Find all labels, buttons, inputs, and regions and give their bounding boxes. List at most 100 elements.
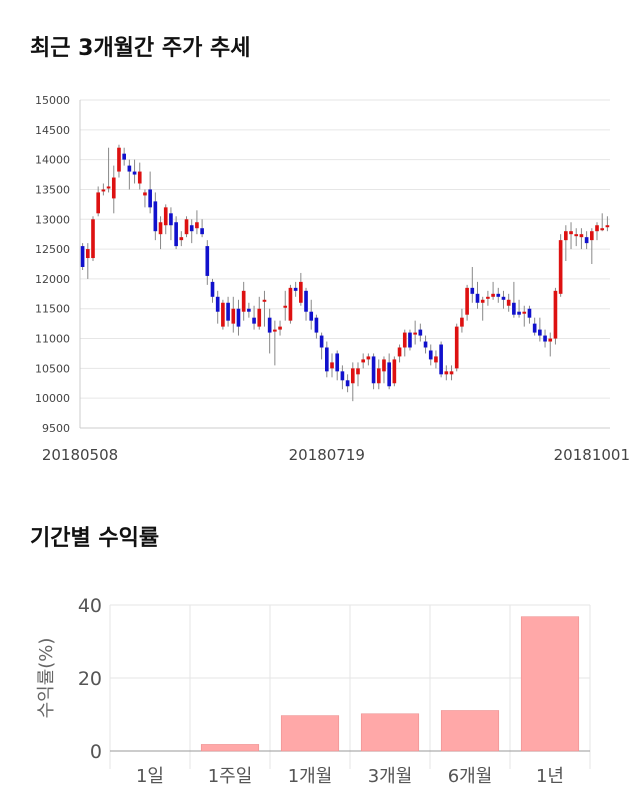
candle-body <box>189 225 194 232</box>
candle-body <box>247 308 251 312</box>
candle-body <box>376 368 381 384</box>
candle-body <box>200 228 204 235</box>
y-tick-label: 0 <box>90 741 102 763</box>
candle-body <box>137 171 142 184</box>
candle-body <box>252 317 256 324</box>
candle-body <box>80 246 85 267</box>
candle-body <box>428 350 433 360</box>
candle-body <box>117 147 121 172</box>
candle-body <box>304 290 308 312</box>
candle-body <box>444 371 449 375</box>
candle-body <box>553 290 558 339</box>
x-category-label: 6개월 <box>448 766 493 787</box>
x-category-label: 1주일 <box>208 766 253 787</box>
return-bar <box>440 710 500 752</box>
candle-body <box>397 347 402 357</box>
candle-body <box>215 296 220 312</box>
candle-body <box>413 332 417 335</box>
y-tick-label: 10500 <box>35 362 70 375</box>
y-tick-label: 9500 <box>42 422 70 435</box>
candle-body <box>241 290 246 312</box>
y-tick-label: 11000 <box>35 333 70 346</box>
period-returns-title: 기간별 수익률 <box>30 526 160 551</box>
candle-body <box>356 368 360 375</box>
candle-body <box>345 380 350 387</box>
candle-body <box>163 207 168 226</box>
x-category-label: 3개월 <box>368 766 413 787</box>
candle-body <box>184 219 189 235</box>
candle-body <box>195 222 199 229</box>
candle-body <box>454 326 459 369</box>
candle-body <box>127 165 132 172</box>
candle-body <box>595 225 599 232</box>
candle-body <box>148 189 152 208</box>
candle-body <box>205 246 210 276</box>
candle-body <box>226 302 230 321</box>
y-tick-label: 13500 <box>35 183 70 196</box>
candle-body <box>475 293 480 303</box>
candle-body <box>548 338 553 342</box>
candle-body <box>532 323 537 333</box>
candle-body <box>491 293 495 297</box>
candle-body <box>85 249 90 259</box>
return-bar <box>280 715 340 752</box>
x-tick-label: 20180719 <box>289 446 365 464</box>
candle-body <box>538 329 542 336</box>
candle-body <box>506 299 511 306</box>
candle-body <box>299 281 303 303</box>
candle-body <box>122 153 126 160</box>
y-tick-label: 14500 <box>35 124 70 137</box>
candle-body <box>257 308 262 327</box>
candle-body <box>278 326 282 330</box>
y-tick-label: 12500 <box>35 243 70 256</box>
candle-body <box>231 308 236 324</box>
candle-body <box>309 311 314 321</box>
return-bar <box>520 616 580 752</box>
candle-body <box>522 311 527 314</box>
candle-body <box>101 189 106 192</box>
y-tick-label: 20 <box>78 668 102 690</box>
candle-body <box>335 353 340 372</box>
candle-body <box>221 302 225 327</box>
candle-body <box>106 186 111 189</box>
candle-body <box>382 359 386 372</box>
y-tick-label: 40 <box>78 595 102 617</box>
candle-body <box>512 302 516 315</box>
candle-body <box>496 293 501 297</box>
candle-body <box>387 362 391 387</box>
candle-body <box>564 231 568 241</box>
return-bar <box>360 713 420 752</box>
candle-body <box>543 335 547 342</box>
candle-body <box>273 329 277 332</box>
candle-body <box>569 231 573 235</box>
candle-body <box>465 287 469 315</box>
x-category-label: 1년 <box>536 766 564 787</box>
candle-body <box>236 308 241 327</box>
y-tick-label: 12000 <box>35 273 70 286</box>
candle-body <box>132 171 137 175</box>
candle-body <box>350 368 355 384</box>
price-trend-title: 최근 3개월간 주가 추세 <box>30 36 251 61</box>
returns-bar-chart: 0 20 40 수익률(%) 1일 1주일 1개월 3개월 6개월 1년 <box>36 595 591 787</box>
return-bar <box>200 744 260 752</box>
y-tick-label: 14000 <box>35 154 70 167</box>
candle-body <box>423 341 428 348</box>
candle-body <box>319 335 324 348</box>
candle-body <box>288 287 293 321</box>
candle-body <box>449 371 454 375</box>
candle-body <box>589 231 594 241</box>
candle-body <box>158 222 163 235</box>
candle-body <box>330 362 334 369</box>
candle-body <box>169 213 173 226</box>
candle-body <box>340 371 345 381</box>
y-axis-label: 수익률(%) <box>36 638 57 719</box>
candle-body <box>402 332 407 348</box>
candle-body <box>361 359 366 363</box>
y-tick-label: 15000 <box>35 94 70 107</box>
candle-body <box>366 356 371 360</box>
candle-body <box>558 240 563 294</box>
x-tick-label: 20180508 <box>42 446 118 464</box>
candle-body <box>480 299 485 303</box>
candle-body <box>371 356 376 384</box>
candle-body <box>293 287 298 291</box>
